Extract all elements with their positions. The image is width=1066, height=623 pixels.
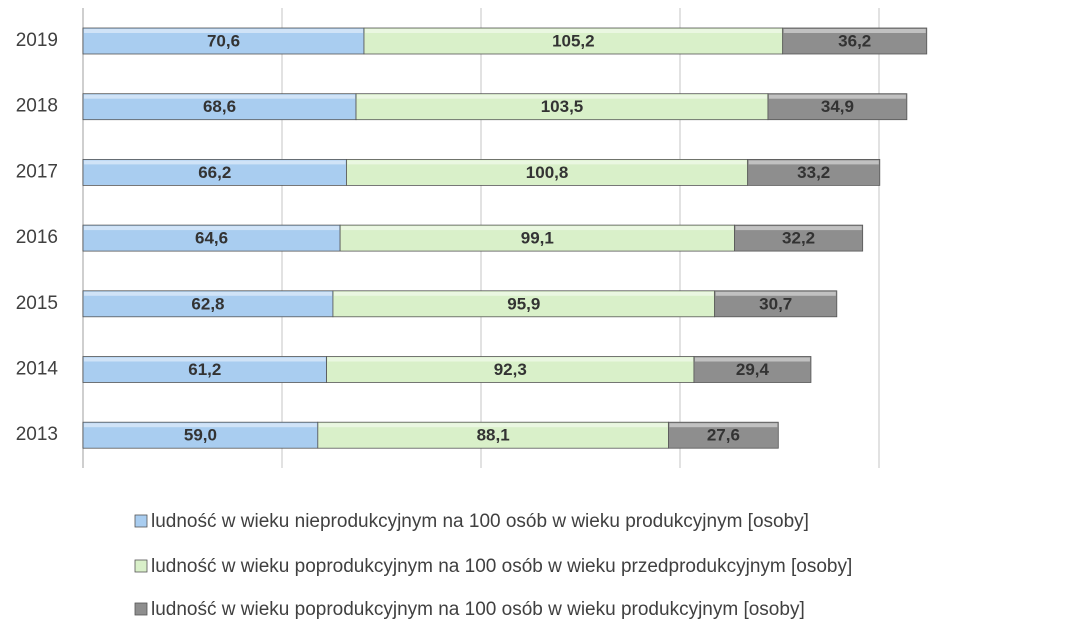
bar-segment [363, 27, 784, 55]
bar-segment [747, 158, 881, 186]
data-label: 92,3 [494, 360, 527, 379]
y-tick-label: 2015 [16, 293, 58, 314]
bar-segment [734, 224, 864, 252]
bar-highlight [715, 291, 836, 296]
bar-highlight [84, 29, 363, 33]
bar-highlight [84, 160, 346, 165]
bar-segment [82, 158, 347, 186]
bar-segment [693, 356, 812, 383]
data-label: 33,2 [797, 163, 830, 182]
data-label: 99,1 [521, 229, 554, 248]
data-label: 95,9 [507, 294, 540, 313]
data-label: 68,6 [203, 97, 236, 116]
data-label: 27,6 [707, 426, 740, 445]
bar-highlight [768, 94, 906, 99]
bar-highlight [84, 357, 326, 362]
bar-segment [339, 224, 735, 252]
bar-segment [82, 27, 365, 55]
bar-highlight [669, 423, 778, 428]
data-label: 66,2 [198, 163, 231, 182]
y-tick-label: 2018 [16, 96, 58, 117]
bar-segment [332, 290, 716, 318]
data-label: 61,2 [188, 360, 221, 379]
data-label: 100,8 [526, 163, 569, 182]
bar-highlight [327, 357, 693, 362]
y-tick-label: 2014 [16, 359, 59, 380]
legend-label: ludność w wieku poprodukcyjnym na 100 os… [151, 599, 805, 620]
bar-segment [714, 290, 838, 318]
legend-label: ludność w wieku nieprodukcyjnym na 100 o… [151, 511, 809, 532]
data-label: 32,2 [782, 229, 815, 248]
y-tick-label: 2019 [16, 30, 58, 51]
data-label: 88,1 [477, 426, 510, 445]
bar-highlight [84, 226, 340, 231]
legend-label: ludność w wieku poprodukcyjnym na 100 os… [151, 556, 852, 577]
data-label: 105,2 [552, 31, 595, 50]
bar-highlight [84, 291, 332, 296]
bar-highlight [84, 94, 356, 99]
bar-highlight [341, 226, 734, 231]
bar-segment [668, 421, 779, 449]
data-label: 103,5 [541, 97, 584, 116]
bar-segment [355, 93, 769, 121]
bar-highlight [364, 29, 782, 33]
data-label: 64,6 [195, 229, 228, 248]
data-label: 62,8 [191, 294, 224, 313]
y-tick-label: 2013 [16, 424, 58, 445]
bar-segment [317, 421, 669, 449]
bar-highlight [748, 160, 879, 165]
bar-highlight [783, 29, 926, 33]
legend-swatch [134, 559, 148, 573]
bar-segment [82, 93, 357, 121]
data-label: 30,7 [759, 294, 792, 313]
y-tick-label: 2016 [16, 227, 58, 248]
bar-highlight [84, 423, 317, 428]
legend-swatch [134, 514, 148, 528]
bar-segment [326, 356, 695, 383]
bar-highlight [333, 291, 714, 296]
data-label: 59,0 [184, 426, 217, 445]
bar-highlight [735, 226, 862, 231]
bar-highlight [357, 94, 767, 99]
data-label: 34,9 [821, 97, 854, 116]
bar-highlight [347, 160, 747, 165]
bar-segment [346, 158, 749, 186]
bar-highlight [318, 423, 668, 428]
bar-segment [767, 93, 908, 121]
data-label: 36,2 [838, 31, 871, 50]
data-label: 29,4 [736, 360, 770, 379]
y-tick-label: 2017 [16, 161, 58, 182]
legend-swatch [134, 602, 148, 616]
bar-segment [82, 421, 319, 449]
bar-segment [782, 27, 928, 55]
bar-highlight [694, 357, 810, 362]
data-label: 70,6 [207, 31, 240, 50]
bar-segment [82, 356, 327, 383]
